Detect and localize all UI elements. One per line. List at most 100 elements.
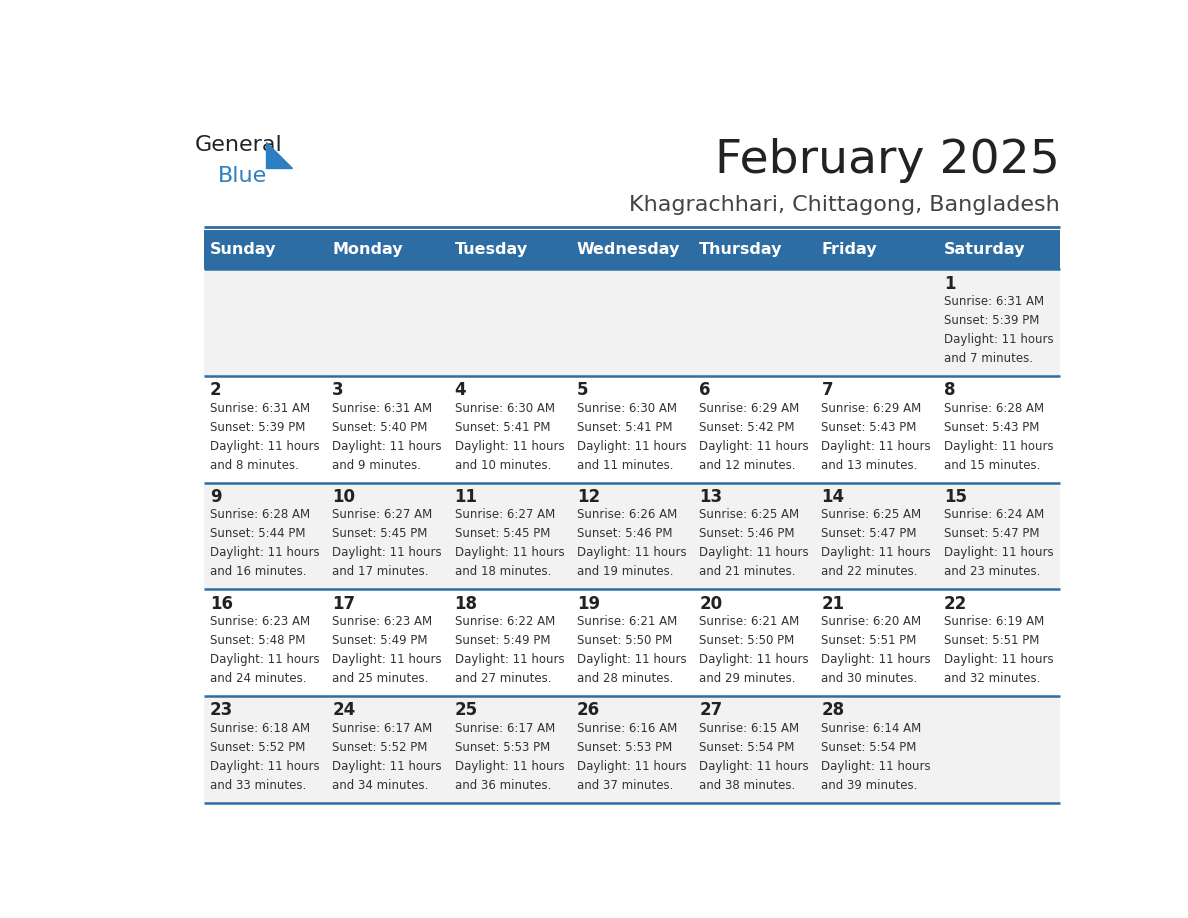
Text: 13: 13: [700, 488, 722, 506]
Text: and 23 minutes.: and 23 minutes.: [943, 565, 1041, 578]
Text: and 34 minutes.: and 34 minutes.: [333, 778, 429, 791]
Text: Sunset: 5:49 PM: Sunset: 5:49 PM: [333, 634, 428, 647]
Text: Sunset: 5:51 PM: Sunset: 5:51 PM: [943, 634, 1040, 647]
Text: Daylight: 11 hours: Daylight: 11 hours: [210, 546, 320, 559]
Text: Daylight: 11 hours: Daylight: 11 hours: [333, 546, 442, 559]
Text: Daylight: 11 hours: Daylight: 11 hours: [700, 546, 809, 559]
FancyBboxPatch shape: [204, 269, 326, 376]
Text: Daylight: 11 hours: Daylight: 11 hours: [210, 440, 320, 453]
Text: Sunrise: 6:25 AM: Sunrise: 6:25 AM: [700, 509, 800, 521]
Text: Daylight: 11 hours: Daylight: 11 hours: [943, 546, 1054, 559]
Text: and 38 minutes.: and 38 minutes.: [700, 778, 796, 791]
FancyBboxPatch shape: [326, 483, 448, 589]
Text: Sunset: 5:51 PM: Sunset: 5:51 PM: [821, 634, 917, 647]
Text: Sunset: 5:41 PM: Sunset: 5:41 PM: [577, 420, 672, 433]
Text: Sunday: Sunday: [210, 242, 277, 257]
Text: February 2025: February 2025: [715, 139, 1060, 184]
Text: Sunset: 5:45 PM: Sunset: 5:45 PM: [333, 527, 428, 541]
Text: 26: 26: [577, 701, 600, 720]
Text: 6: 6: [700, 381, 710, 399]
Text: Sunrise: 6:15 AM: Sunrise: 6:15 AM: [700, 722, 800, 734]
Text: Sunrise: 6:23 AM: Sunrise: 6:23 AM: [210, 615, 310, 628]
Text: Sunrise: 6:21 AM: Sunrise: 6:21 AM: [577, 615, 677, 628]
Text: Sunset: 5:43 PM: Sunset: 5:43 PM: [821, 420, 917, 433]
Text: and 37 minutes.: and 37 minutes.: [577, 778, 674, 791]
Text: 22: 22: [943, 595, 967, 612]
FancyBboxPatch shape: [937, 483, 1060, 589]
Text: Daylight: 11 hours: Daylight: 11 hours: [455, 440, 564, 453]
FancyBboxPatch shape: [448, 483, 570, 589]
Text: Monday: Monday: [333, 242, 403, 257]
Text: and 24 minutes.: and 24 minutes.: [210, 672, 307, 685]
FancyBboxPatch shape: [815, 269, 937, 376]
Text: Sunrise: 6:24 AM: Sunrise: 6:24 AM: [943, 509, 1044, 521]
Text: Sunset: 5:52 PM: Sunset: 5:52 PM: [210, 741, 305, 754]
Text: and 17 minutes.: and 17 minutes.: [333, 565, 429, 578]
Text: Daylight: 11 hours: Daylight: 11 hours: [577, 760, 687, 773]
FancyBboxPatch shape: [204, 230, 326, 269]
Text: Sunrise: 6:31 AM: Sunrise: 6:31 AM: [210, 401, 310, 415]
FancyBboxPatch shape: [204, 483, 326, 589]
Text: Daylight: 11 hours: Daylight: 11 hours: [700, 653, 809, 666]
FancyBboxPatch shape: [693, 696, 815, 803]
Text: 24: 24: [333, 701, 355, 720]
Text: 8: 8: [943, 381, 955, 399]
Text: 12: 12: [577, 488, 600, 506]
Text: Sunrise: 6:27 AM: Sunrise: 6:27 AM: [455, 509, 555, 521]
FancyBboxPatch shape: [937, 696, 1060, 803]
Text: 18: 18: [455, 595, 478, 612]
Text: Sunset: 5:43 PM: Sunset: 5:43 PM: [943, 420, 1040, 433]
FancyBboxPatch shape: [326, 376, 448, 483]
Text: Sunrise: 6:28 AM: Sunrise: 6:28 AM: [943, 401, 1044, 415]
Text: and 39 minutes.: and 39 minutes.: [821, 778, 918, 791]
Text: and 25 minutes.: and 25 minutes.: [333, 672, 429, 685]
Text: Sunrise: 6:27 AM: Sunrise: 6:27 AM: [333, 509, 432, 521]
Text: 10: 10: [333, 488, 355, 506]
FancyBboxPatch shape: [937, 230, 1060, 269]
FancyBboxPatch shape: [815, 696, 937, 803]
Text: Daylight: 11 hours: Daylight: 11 hours: [577, 440, 687, 453]
Text: Daylight: 11 hours: Daylight: 11 hours: [455, 653, 564, 666]
Text: Sunset: 5:39 PM: Sunset: 5:39 PM: [210, 420, 305, 433]
Text: Daylight: 11 hours: Daylight: 11 hours: [577, 653, 687, 666]
Text: Sunset: 5:54 PM: Sunset: 5:54 PM: [700, 741, 795, 754]
Text: Sunset: 5:49 PM: Sunset: 5:49 PM: [455, 634, 550, 647]
FancyBboxPatch shape: [570, 230, 693, 269]
Text: Khagrachhari, Chittagong, Bangladesh: Khagrachhari, Chittagong, Bangladesh: [630, 195, 1060, 215]
Text: Sunrise: 6:19 AM: Sunrise: 6:19 AM: [943, 615, 1044, 628]
Text: Sunset: 5:53 PM: Sunset: 5:53 PM: [577, 741, 672, 754]
Text: 16: 16: [210, 595, 233, 612]
Text: Sunrise: 6:21 AM: Sunrise: 6:21 AM: [700, 615, 800, 628]
Text: Daylight: 11 hours: Daylight: 11 hours: [821, 760, 931, 773]
Text: Sunset: 5:46 PM: Sunset: 5:46 PM: [700, 527, 795, 541]
Text: 2: 2: [210, 381, 221, 399]
Text: Daylight: 11 hours: Daylight: 11 hours: [333, 440, 442, 453]
FancyBboxPatch shape: [937, 589, 1060, 696]
FancyBboxPatch shape: [326, 269, 448, 376]
Text: 27: 27: [700, 701, 722, 720]
FancyBboxPatch shape: [693, 269, 815, 376]
Text: 17: 17: [333, 595, 355, 612]
Text: Sunset: 5:46 PM: Sunset: 5:46 PM: [577, 527, 672, 541]
Text: 14: 14: [821, 488, 845, 506]
Text: Daylight: 11 hours: Daylight: 11 hours: [210, 653, 320, 666]
Text: Daylight: 11 hours: Daylight: 11 hours: [455, 546, 564, 559]
FancyBboxPatch shape: [326, 696, 448, 803]
Text: Wednesday: Wednesday: [577, 242, 681, 257]
Polygon shape: [266, 142, 292, 168]
Text: Thursday: Thursday: [700, 242, 783, 257]
Text: Sunrise: 6:29 AM: Sunrise: 6:29 AM: [821, 401, 922, 415]
FancyBboxPatch shape: [204, 376, 326, 483]
Text: Sunrise: 6:29 AM: Sunrise: 6:29 AM: [700, 401, 800, 415]
Text: and 27 minutes.: and 27 minutes.: [455, 672, 551, 685]
Text: and 22 minutes.: and 22 minutes.: [821, 565, 918, 578]
Text: Sunrise: 6:23 AM: Sunrise: 6:23 AM: [333, 615, 432, 628]
Text: and 10 minutes.: and 10 minutes.: [455, 459, 551, 472]
Text: Saturday: Saturday: [943, 242, 1025, 257]
Text: Sunrise: 6:16 AM: Sunrise: 6:16 AM: [577, 722, 677, 734]
Text: Daylight: 11 hours: Daylight: 11 hours: [700, 760, 809, 773]
FancyBboxPatch shape: [326, 230, 448, 269]
FancyBboxPatch shape: [326, 589, 448, 696]
FancyBboxPatch shape: [570, 376, 693, 483]
Text: and 8 minutes.: and 8 minutes.: [210, 459, 298, 472]
